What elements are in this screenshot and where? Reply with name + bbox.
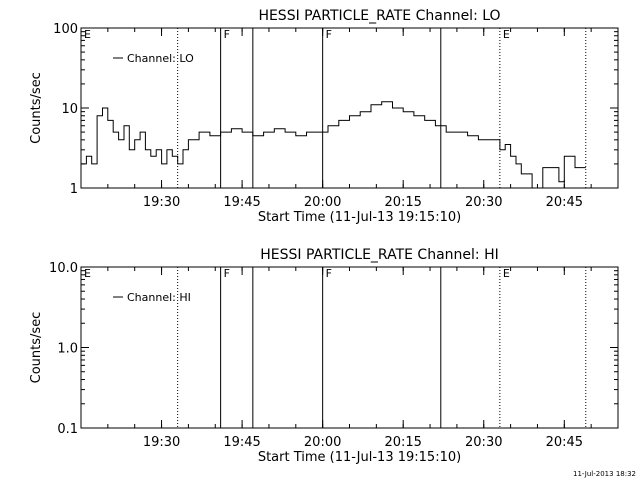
footer-timestamp: 11-Jul-2013 18:32 (572, 470, 636, 478)
x-tick-label: 19:45 (223, 435, 260, 450)
legend-label: Channel: LO (127, 52, 194, 65)
event-marker-label: F (224, 267, 230, 280)
chart-title: HESSI PARTICLE_RATE Channel: LO (258, 8, 500, 24)
y-tick-label: 10 (61, 102, 78, 117)
x-tick-label: 20:15 (384, 435, 421, 450)
x-tick-label: 20:00 (304, 435, 341, 450)
event-marker-label: F (326, 267, 332, 280)
y-tick-label: 1 (70, 182, 78, 197)
x-tick-label: 20:00 (304, 195, 341, 210)
lo-channel-panel: HESSI PARTICLE_RATE Channel: LO 1 10 100 19:… (29, 8, 619, 225)
x-tick-label: 19:45 (223, 195, 260, 210)
event-marker-label: F (224, 28, 230, 41)
x-tick-label: 20:30 (465, 435, 502, 450)
x-tick-label: 20:15 (384, 195, 421, 210)
event-marker-label: E (84, 28, 91, 41)
x-tick-label: 19:30 (143, 195, 180, 210)
event-marker-label: E (84, 267, 91, 280)
x-tick-label: 20:30 (465, 195, 502, 210)
x-tick-label: 20:45 (546, 435, 583, 450)
x-axis-label: Start Time (11-Jul-13 19:15:10) (258, 450, 461, 465)
y-tick-label: 1.0 (57, 342, 78, 357)
event-marker-label: E (503, 28, 510, 41)
y-tick-label: 0.1 (57, 422, 78, 437)
series-line-0 (81, 101, 586, 189)
event-marker-label: E (503, 267, 510, 280)
x-tick-label: 19:30 (143, 435, 180, 450)
x-axis-label: Start Time (11-Jul-13 19:15:10) (258, 210, 461, 225)
x-tick-label: 20:45 (546, 195, 583, 210)
y-axis-label: Counts/sec (29, 72, 44, 144)
chart-title: HESSI PARTICLE_RATE Channel: HI (260, 247, 498, 263)
y-axis-label: Counts/sec (29, 312, 44, 384)
y-tick-label: 100 (53, 22, 78, 37)
legend-label: Channel: HI (127, 291, 191, 304)
event-marker-label: F (326, 28, 332, 41)
y-tick-label: 10.0 (49, 261, 78, 276)
hi-channel-panel: HESSI PARTICLE_RATE Channel: HI 0.1 1.0 10.… (29, 247, 619, 465)
